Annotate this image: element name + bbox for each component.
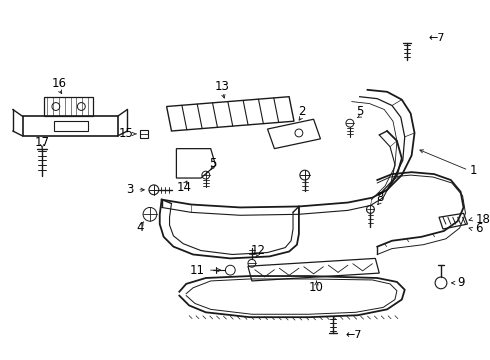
Text: 18: 18 xyxy=(475,213,490,226)
Text: 16: 16 xyxy=(51,77,66,90)
Text: 3: 3 xyxy=(126,183,134,196)
Text: 6: 6 xyxy=(475,222,483,235)
Text: 12: 12 xyxy=(250,244,265,257)
Text: 2: 2 xyxy=(298,105,306,118)
Text: 8: 8 xyxy=(376,191,384,204)
Text: ←7: ←7 xyxy=(428,33,445,43)
Text: 5: 5 xyxy=(356,105,364,118)
Text: 13: 13 xyxy=(215,80,230,93)
Text: 5: 5 xyxy=(209,157,217,170)
Text: 15: 15 xyxy=(119,127,134,140)
Text: 4: 4 xyxy=(136,221,144,234)
Text: 9: 9 xyxy=(458,276,465,289)
Text: 17: 17 xyxy=(35,136,49,149)
Text: 1: 1 xyxy=(469,164,477,177)
Text: 14: 14 xyxy=(177,181,192,194)
Text: 11: 11 xyxy=(190,264,204,276)
Text: ←7: ←7 xyxy=(346,330,363,340)
Text: 10: 10 xyxy=(309,281,324,294)
